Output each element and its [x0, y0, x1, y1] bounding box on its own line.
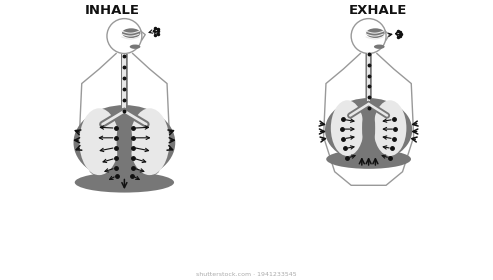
Ellipse shape: [374, 45, 385, 49]
Ellipse shape: [362, 101, 375, 155]
Ellipse shape: [130, 45, 141, 49]
Ellipse shape: [73, 105, 176, 180]
Ellipse shape: [75, 172, 174, 193]
Ellipse shape: [325, 98, 412, 162]
Text: EXHALE: EXHALE: [349, 4, 408, 17]
Ellipse shape: [130, 108, 170, 175]
Ellipse shape: [79, 108, 119, 175]
FancyBboxPatch shape: [121, 54, 128, 116]
Bar: [367, 53, 370, 113]
Text: shutterstock.com · 1941233545: shutterstock.com · 1941233545: [196, 272, 297, 277]
Ellipse shape: [366, 28, 385, 38]
Ellipse shape: [331, 100, 364, 156]
Ellipse shape: [374, 100, 406, 156]
Ellipse shape: [117, 110, 132, 173]
Ellipse shape: [122, 28, 141, 38]
Bar: [122, 54, 126, 116]
Ellipse shape: [326, 150, 411, 169]
FancyBboxPatch shape: [365, 53, 372, 113]
Text: INHALE: INHALE: [85, 4, 140, 17]
